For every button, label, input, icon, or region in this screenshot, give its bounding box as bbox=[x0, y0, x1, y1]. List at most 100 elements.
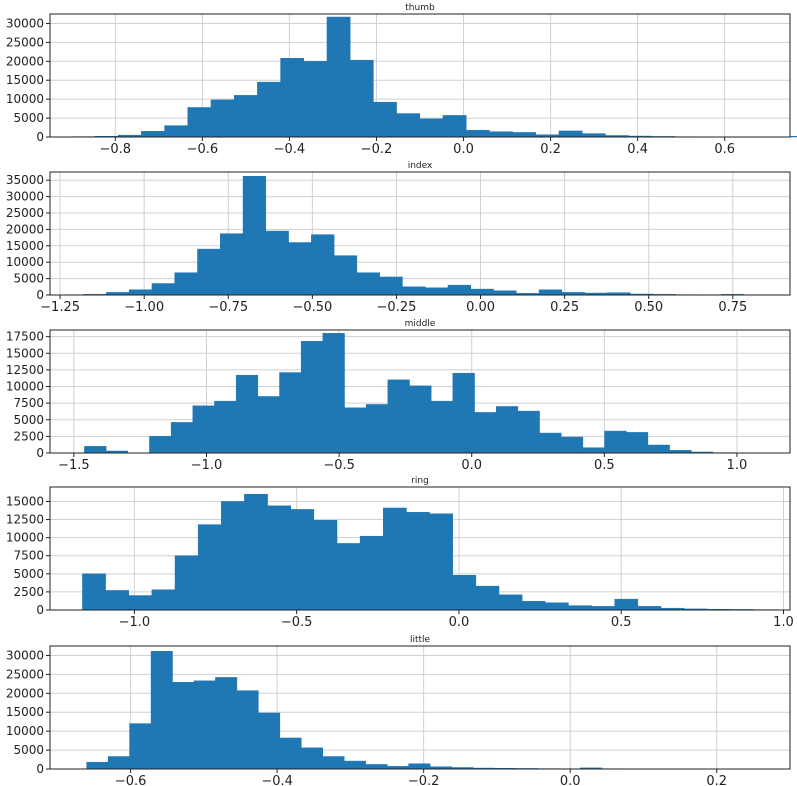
x-tick-label: −0.2 bbox=[361, 142, 393, 157]
histogram-bar bbox=[193, 680, 216, 770]
panel-thumb: −0.8 −0.6 −0.4 −0.2 0.0 0.2 0.4 0.6 0 5000 10000 15… bbox=[6, 3, 797, 157]
histogram-bar bbox=[215, 677, 238, 770]
histogram-bar bbox=[356, 272, 380, 296]
histogram-bar bbox=[82, 573, 106, 611]
y-tick-label: 30000 bbox=[6, 16, 44, 30]
histogram-bar bbox=[141, 131, 165, 138]
histogram-bar bbox=[581, 133, 606, 138]
histogram-bar bbox=[128, 595, 153, 611]
histogram-bar bbox=[442, 115, 467, 138]
panel-title: little bbox=[410, 635, 431, 645]
histogram-bar bbox=[512, 132, 537, 138]
histogram-bar bbox=[86, 761, 109, 770]
y-tick-label: 7500 bbox=[13, 549, 44, 563]
y-tick-label: 15000 bbox=[6, 494, 44, 508]
y-tick-label: 30000 bbox=[6, 648, 44, 662]
y-tick-label: 5000 bbox=[13, 111, 44, 125]
panel-ring: −1.0 −0.5 0.0 0.5 1.0 0 2500 5000 7500 10000 12500… bbox=[6, 476, 794, 630]
y-tick-label: 0 bbox=[36, 603, 44, 617]
y-tick-label: 25000 bbox=[6, 206, 44, 220]
x-tick-label: −0.25 bbox=[377, 300, 417, 315]
histogram-bar bbox=[220, 233, 244, 296]
axes-frame bbox=[49, 13, 791, 138]
y-tick-label: 5000 bbox=[13, 272, 44, 286]
y-tick-label: 12500 bbox=[6, 363, 44, 377]
x-tick-label: −0.4 bbox=[274, 142, 306, 157]
x-tick-label: 1.0 bbox=[727, 458, 748, 473]
histogram-bar bbox=[303, 61, 328, 138]
histogram-bar bbox=[383, 507, 407, 611]
y-tick-label: 17500 bbox=[6, 330, 44, 344]
x-tick-label: −0.75 bbox=[208, 300, 248, 315]
histogram-bar bbox=[336, 543, 361, 611]
histogram-bar bbox=[402, 286, 426, 296]
x-tick-label: −0.50 bbox=[292, 300, 332, 315]
histogram-bar bbox=[174, 555, 199, 611]
histogram-bar bbox=[419, 118, 444, 138]
x-tick-label: 0.0 bbox=[560, 774, 581, 786]
x-tick-label: 0.2 bbox=[706, 774, 727, 786]
histogram-bar bbox=[150, 651, 173, 770]
y-tick-label: 0 bbox=[36, 762, 44, 776]
histogram-bar bbox=[322, 333, 345, 454]
histogram-bar bbox=[326, 16, 351, 138]
x-tick-label: 0.0 bbox=[449, 615, 470, 630]
histogram-bar bbox=[333, 255, 358, 296]
histogram-bar bbox=[365, 404, 389, 454]
histogram-bar bbox=[164, 125, 189, 138]
y-tick-label: 35000 bbox=[6, 173, 44, 187]
histogram-bar bbox=[236, 690, 259, 770]
x-tick-label: 0.4 bbox=[627, 142, 648, 157]
histogram-bar bbox=[311, 234, 335, 296]
histogram-bar bbox=[452, 575, 477, 611]
histogram-bar bbox=[558, 130, 583, 138]
x-tick-label: −0.6 bbox=[115, 774, 147, 786]
histogram-bar bbox=[174, 272, 198, 296]
x-tick-label: 0.0 bbox=[453, 142, 474, 157]
histogram-bar bbox=[84, 446, 107, 454]
y-tick-label: 0 bbox=[36, 446, 44, 460]
panel-little: −0.6 −0.4 −0.2 0.0 0.2 0 5000 10000 15000 20000 25… bbox=[6, 635, 791, 786]
histogram-bar bbox=[493, 290, 517, 296]
panel-title: index bbox=[408, 161, 433, 171]
histogram-bar bbox=[300, 341, 324, 454]
histogram-bar bbox=[424, 287, 449, 296]
y-tick-label: 2500 bbox=[13, 585, 44, 599]
histogram-bar bbox=[349, 59, 374, 138]
histogram-bar bbox=[647, 444, 670, 454]
axes-frame bbox=[49, 486, 791, 611]
x-tick-label: 0.5 bbox=[594, 458, 615, 473]
histogram-bar bbox=[396, 113, 421, 138]
y-tick-label: 10000 bbox=[6, 724, 44, 738]
histogram-bar bbox=[475, 585, 500, 611]
x-tick-label: 0.2 bbox=[540, 142, 561, 157]
histogram-bar bbox=[233, 95, 258, 138]
y-tick-label: 10000 bbox=[6, 255, 44, 269]
histogram-bar bbox=[257, 81, 281, 138]
histogram-bar bbox=[637, 606, 662, 611]
histogram-bar bbox=[545, 602, 569, 611]
histogram-bar bbox=[387, 379, 410, 454]
histogram-bar bbox=[301, 747, 324, 770]
y-tick-label: 0 bbox=[36, 288, 44, 302]
x-tick-label: 0.50 bbox=[634, 300, 663, 315]
histogram-bar bbox=[197, 248, 221, 296]
histogram-bar bbox=[489, 131, 513, 138]
panel-middle: −1.5 −1.0 −0.5 0.0 0.5 1.0 0 2500 5000 7500 10000 1… bbox=[6, 319, 791, 473]
y-tick-label: 15000 bbox=[6, 705, 44, 719]
histogram-bar bbox=[560, 436, 584, 454]
histogram-bar bbox=[313, 520, 338, 611]
x-tick-label: 0.00 bbox=[466, 300, 495, 315]
histogram-bar bbox=[379, 276, 403, 296]
histogram-bar bbox=[429, 513, 453, 611]
y-tick-label: 7500 bbox=[13, 396, 44, 410]
histogram-bar bbox=[470, 288, 494, 296]
y-tick-label: 25000 bbox=[6, 667, 44, 681]
histogram-bar bbox=[280, 58, 305, 138]
x-tick-label: 0.0 bbox=[461, 458, 482, 473]
histogram-bar bbox=[582, 447, 605, 454]
histogram-bar bbox=[568, 605, 592, 611]
histogram-bar bbox=[151, 283, 175, 296]
histogram-bar bbox=[172, 682, 195, 770]
